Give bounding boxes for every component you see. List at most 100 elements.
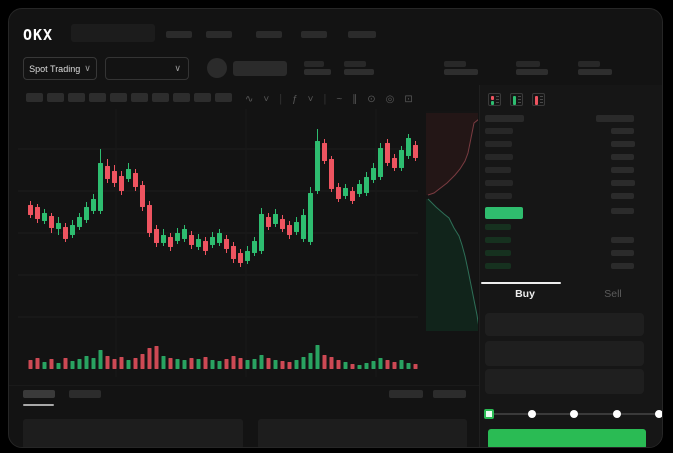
orders-panel-skeleton: [258, 419, 467, 447]
book-line: [518, 102, 521, 103]
toolbar-button[interactable]: [131, 93, 148, 102]
ask-price-skeleton[interactable]: [485, 167, 511, 173]
toolbar-button[interactable]: [152, 93, 169, 102]
toolbar-button[interactable]: [68, 93, 85, 102]
draw-tool-icon[interactable]: ∥: [352, 93, 358, 105]
toolbar-button[interactable]: [26, 93, 43, 102]
toolbar-button[interactable]: [89, 93, 106, 102]
book-line: [496, 96, 499, 97]
orders-link[interactable]: [433, 390, 466, 398]
interval-chevron-icon[interactable]: ˅: [263, 93, 270, 105]
settings-icon[interactable]: ◎: [385, 93, 395, 105]
stat-label-skeleton: [344, 61, 366, 67]
toolbar-button[interactable]: [173, 93, 190, 102]
bid-price-skeleton[interactable]: [485, 237, 511, 243]
last-price-amount-skeleton: [611, 208, 634, 214]
stat-value-skeleton: [304, 69, 331, 75]
last-price-badge: [485, 207, 523, 219]
stat-label-skeleton: [516, 61, 540, 67]
slider-stop[interactable]: [612, 410, 621, 418]
orders-tab[interactable]: [69, 390, 101, 398]
indicators-icon[interactable]: ƒ: [292, 93, 298, 105]
active-tab-underline: [23, 404, 54, 406]
ask-price-skeleton[interactable]: [485, 128, 513, 134]
ask-price-skeleton[interactable]: [485, 141, 512, 147]
market-type-label: Spot Trading: [29, 63, 81, 74]
book-line: [540, 99, 543, 100]
ask-amount-skeleton: [611, 154, 634, 160]
book-combined-icon[interactable]: [488, 93, 501, 106]
divider: [9, 385, 479, 386]
stat-label-skeleton: [578, 61, 600, 67]
nav-item[interactable]: [166, 31, 192, 38]
toolbar-button[interactable]: [215, 93, 232, 102]
toolbar-button[interactable]: [194, 93, 211, 102]
stat-value-skeleton: [444, 69, 478, 75]
slider-stop[interactable]: [570, 410, 578, 418]
book-line: [540, 102, 543, 103]
pair-icon: [207, 58, 227, 78]
stat-value-skeleton: [516, 69, 548, 75]
bid-price-skeleton[interactable]: [485, 263, 511, 269]
bid-amount-skeleton: [611, 237, 634, 243]
trade-input-field[interactable]: [485, 369, 644, 394]
ask-price-skeleton[interactable]: [485, 193, 512, 199]
camera-icon[interactable]: ⊙: [367, 93, 376, 105]
candlestick-chart[interactable]: [18, 109, 480, 384]
stat-label-skeleton: [444, 61, 466, 67]
orders-link[interactable]: [389, 390, 423, 398]
bid-price-skeleton[interactable]: [485, 250, 511, 256]
stat-value-skeleton: [578, 69, 612, 75]
bid-mini-bar: [491, 101, 494, 105]
nav-item[interactable]: [348, 31, 376, 38]
ask-price-skeleton[interactable]: [485, 180, 513, 186]
nav-item[interactable]: [206, 31, 232, 38]
down-mini-bar: [535, 96, 538, 105]
ob-price-header-skeleton: [485, 115, 524, 122]
search-input[interactable]: [71, 24, 155, 42]
orders-tab-active[interactable]: [23, 390, 55, 398]
ask-amount-skeleton: [611, 193, 634, 199]
buy-submit-button[interactable]: [488, 429, 646, 447]
divider: |: [323, 93, 327, 105]
chevron-down-icon: ∨: [174, 63, 181, 73]
indicators-chevron-icon[interactable]: ˅: [307, 93, 314, 105]
ask-price-skeleton[interactable]: [485, 154, 513, 160]
nav-item[interactable]: [301, 31, 327, 38]
toolbar-button[interactable]: [110, 93, 127, 102]
book-asks-icon[interactable]: [532, 93, 545, 106]
fullscreen-icon[interactable]: ⊡: [404, 93, 413, 105]
pair-name-skeleton: [233, 61, 287, 76]
slider-handle-active[interactable]: [484, 409, 494, 419]
orders-panel-skeleton: [23, 419, 243, 447]
bid-amount-skeleton: [611, 250, 634, 256]
book-line: [496, 102, 499, 103]
pair-dropdown[interactable]: ∨: [105, 57, 189, 80]
candle-style-icon[interactable]: ∿: [245, 93, 254, 105]
slider-stop[interactable]: [655, 410, 662, 418]
market-type-selector[interactable]: Spot Trading ∨: [23, 57, 97, 80]
divider: [479, 85, 480, 447]
ask-mini-bar: [491, 96, 494, 100]
up-mini-bar: [513, 96, 516, 105]
divider: |: [279, 93, 283, 105]
trade-input-field[interactable]: [485, 341, 644, 366]
toolbar-button[interactable]: [47, 93, 64, 102]
slider-stop[interactable]: [527, 410, 536, 418]
ask-amount-skeleton: [611, 141, 635, 147]
tab-sell[interactable]: Sell: [604, 288, 622, 300]
stat-label-skeleton: [304, 61, 324, 67]
chart-canvas[interactable]: [18, 109, 480, 384]
book-bids-icon[interactable]: [510, 93, 523, 106]
book-line: [518, 96, 521, 97]
chevron-down-icon: ∨: [84, 63, 91, 73]
okx-logo[interactable]: OKX: [23, 26, 54, 44]
line-tool-icon[interactable]: ~: [336, 93, 343, 105]
bid-price-skeleton[interactable]: [485, 224, 511, 230]
trade-input-field[interactable]: [485, 313, 644, 336]
book-line: [518, 99, 521, 100]
ask-amount-skeleton: [611, 167, 634, 173]
tab-buy[interactable]: Buy: [515, 288, 535, 300]
nav-item[interactable]: [256, 31, 282, 38]
book-line: [540, 96, 543, 97]
